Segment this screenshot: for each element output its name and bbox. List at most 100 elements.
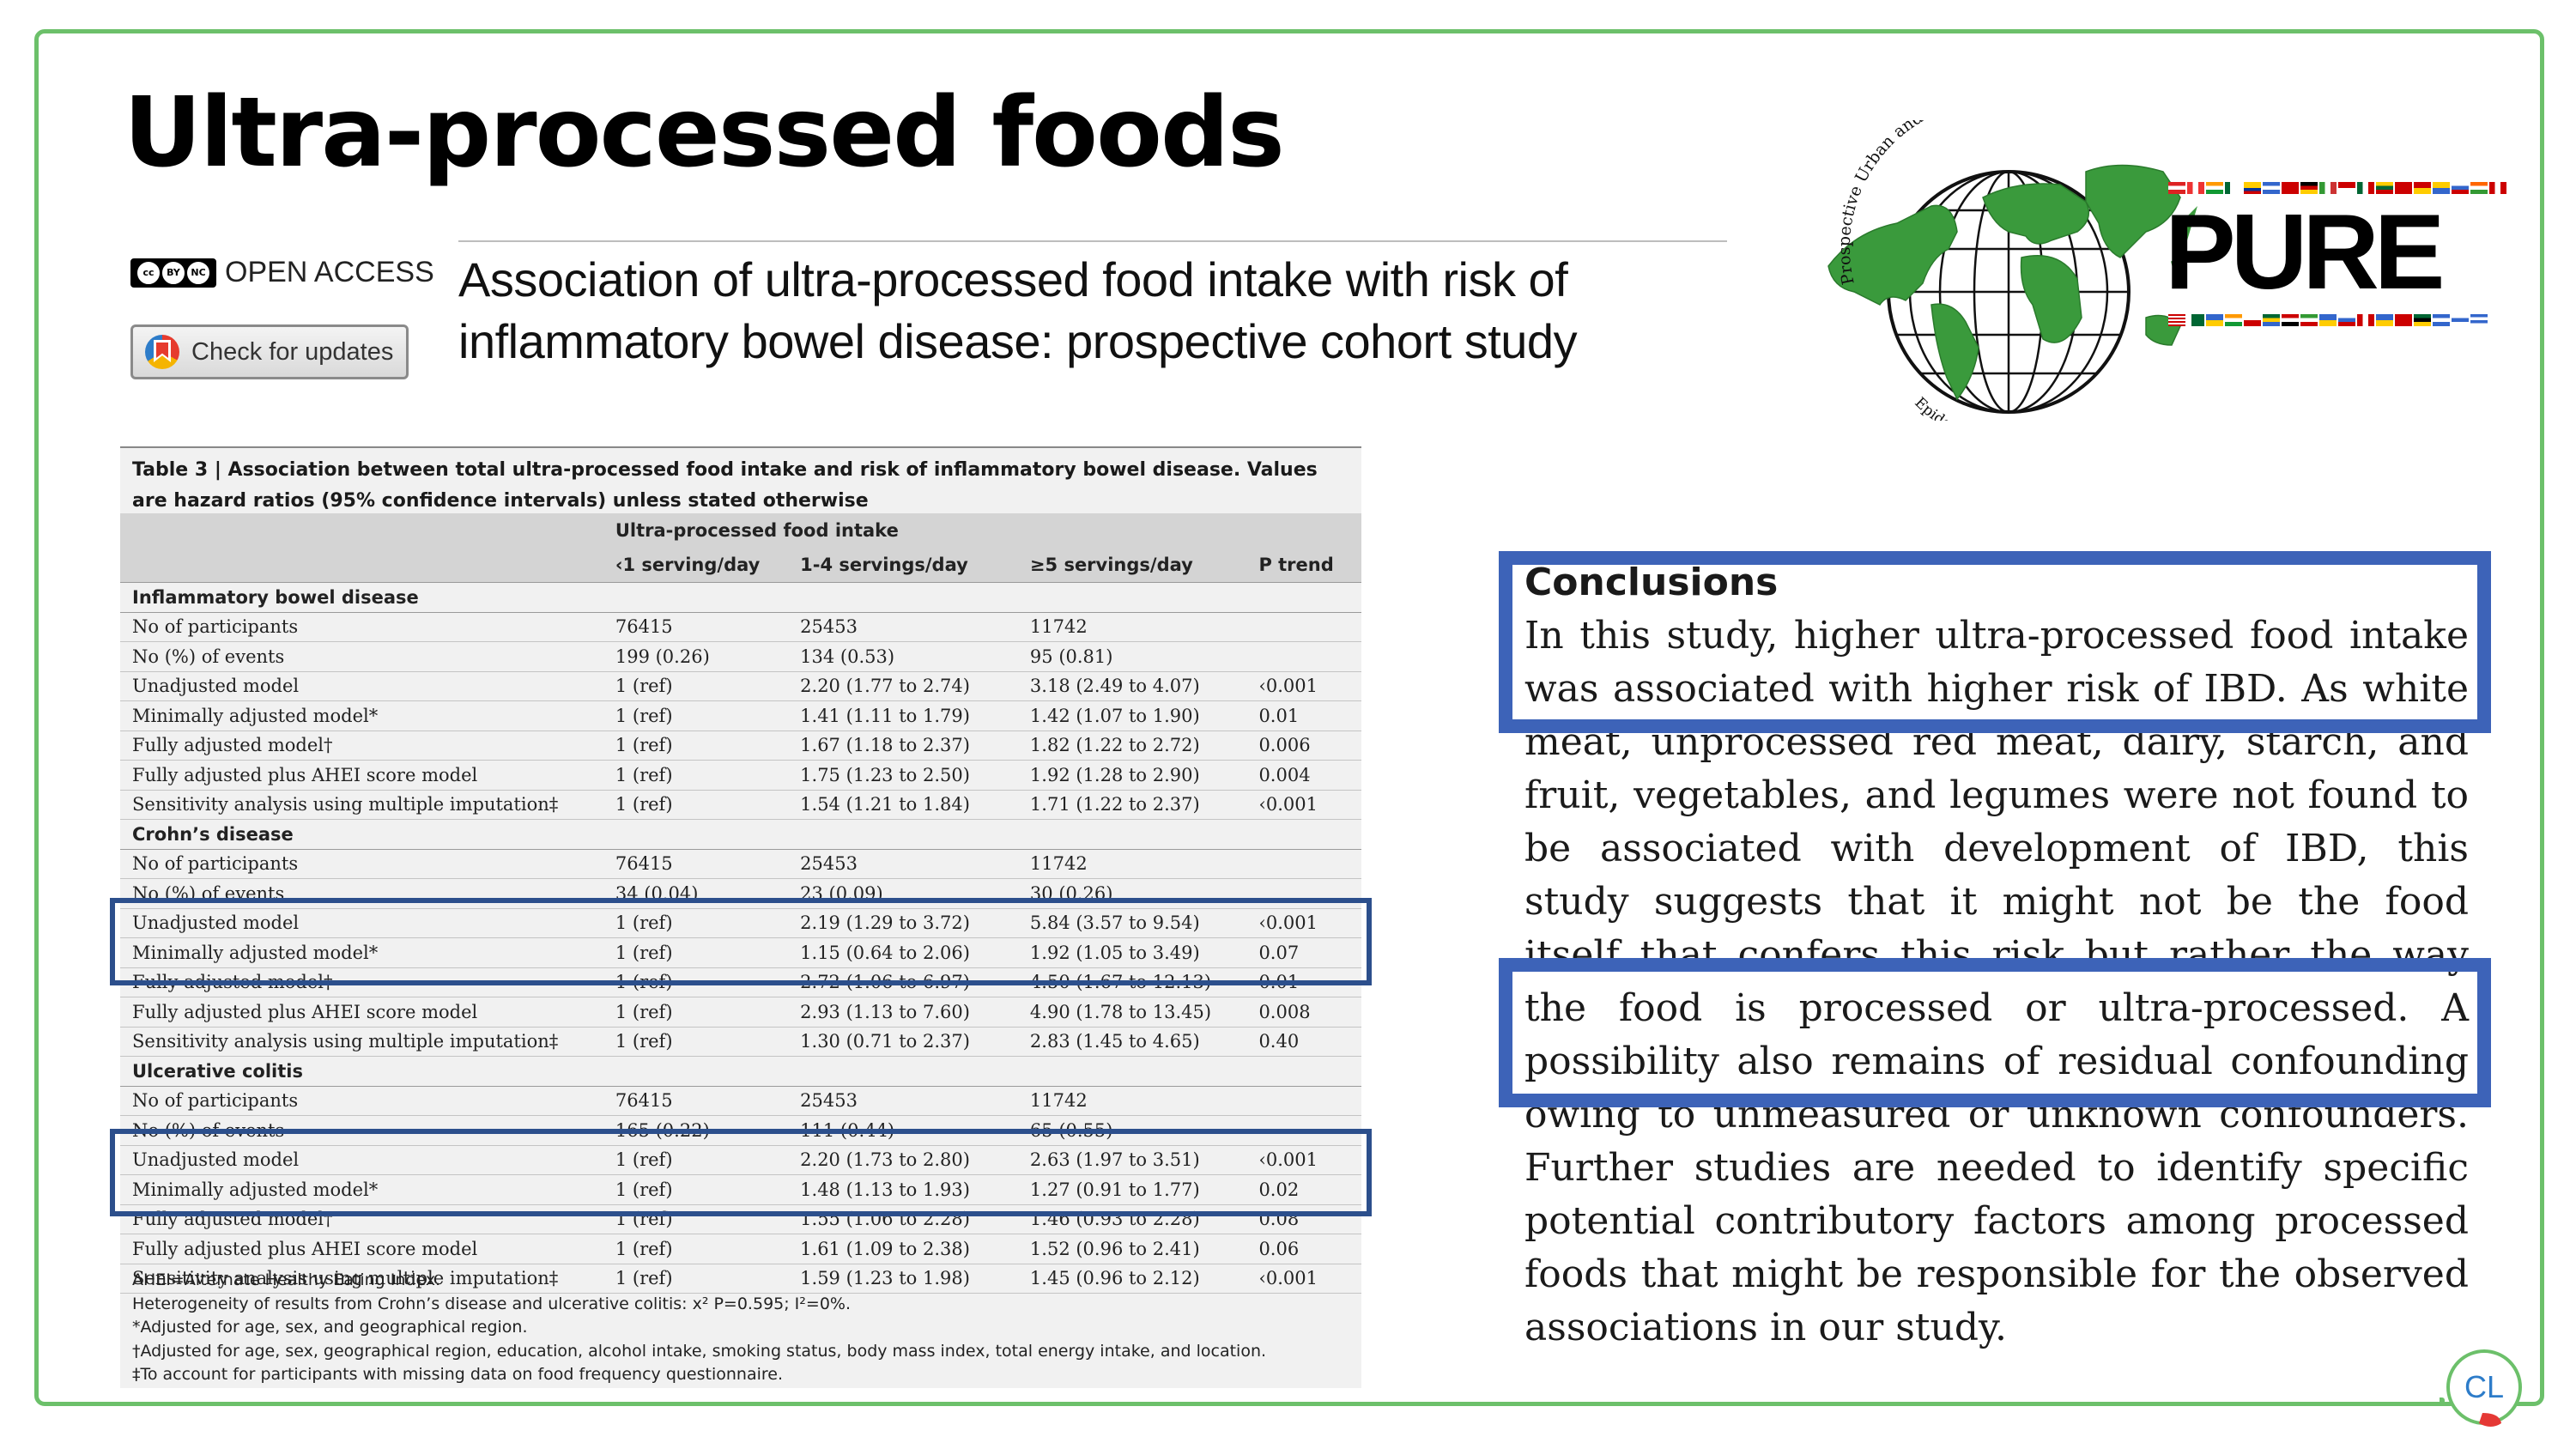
table-group-header-row: Ultra-processed food intake (120, 513, 1361, 548)
table-cell (1246, 1086, 1361, 1116)
table-cell: 25453 (788, 1086, 1018, 1116)
open-access-badge: cc BY NC OPEN ACCESS (130, 256, 434, 289)
table-row: No of participants 76415 25453 11742 (120, 1086, 1361, 1116)
table-cell: 2.20 (1.77 to 2.74) (788, 671, 1018, 701)
table-cell: 0.06 (1246, 1234, 1361, 1264)
table-section-row: Ulcerative colitis (120, 1056, 1361, 1087)
conclusions-heading: Conclusions (1524, 561, 1779, 604)
table-cell: Fully adjusted model† (120, 967, 603, 997)
table-footnotes: AHEI=Alternate Healthy Eating Index. Het… (132, 1269, 1351, 1387)
table-cell: 0.01 (1246, 700, 1361, 731)
table-cell: 1 (ref) (603, 671, 789, 701)
flag-row-top (2168, 182, 2506, 194)
table-cell: 1.71 (1.22 to 2.37) (1017, 790, 1247, 820)
table-cell: 65 (0.55) (1017, 1115, 1247, 1146)
crossmark-icon (145, 335, 179, 369)
table-section-title: Ulcerative colitis (120, 1056, 1361, 1087)
table-cell: 1 (ref) (603, 1027, 789, 1057)
table-cell (1246, 849, 1361, 879)
table-cell: 1 (ref) (603, 997, 789, 1028)
table-row: Fully adjusted plus AHEI score model 1 (r… (120, 1234, 1361, 1264)
table-row: Sensitivity analysis using multiple impu… (120, 790, 1361, 820)
table-footnote: †Adjusted for age, sex, geographical reg… (132, 1341, 1267, 1361)
table-footnote: *Adjusted for age, sex, and geographical… (132, 1318, 528, 1337)
column-header: ‹1 serving/day (603, 548, 789, 583)
column-header: P trend (1246, 548, 1361, 583)
table-row: No (%) of events 34 (0.04) 23 (0.09) 30 (0.… (120, 878, 1361, 909)
table-cell: 0.08 (1246, 1204, 1361, 1234)
table-row: Fully adjusted plus AHEI score model 1 (r… (120, 760, 1361, 791)
table-cell: 23 (0.09) (788, 878, 1018, 909)
article-title-line-2: inflammatory bowel disease: prospective … (458, 314, 1578, 368)
check-for-updates-label: Check for updates (191, 337, 394, 366)
table-cell: 25453 (788, 849, 1018, 879)
table-cell: 11742 (1017, 612, 1247, 642)
table-footnote: ‡To account for participants with missin… (132, 1365, 783, 1384)
table-group-header: Ultra-processed food intake (603, 513, 1361, 548)
table-row: Minimally adjusted model* 1 (ref) 1.48 (1.… (120, 1174, 1361, 1205)
table-row: Fully adjusted model† 1 (ref) 1.55 (1.06 t… (120, 1204, 1361, 1234)
table-cell: Sensitivity analysis using multiple impu… (120, 790, 603, 820)
table-cell: Sensitivity analysis using multiple impu… (120, 1027, 603, 1057)
table-cell: 1.45 (0.96 to 2.12) (1017, 1264, 1247, 1294)
table-cell: 1 (ref) (603, 1145, 789, 1175)
table-footnote: AHEI=Alternate Healthy Eating Index. (132, 1270, 441, 1289)
table-section-row: Inflammatory bowel disease (120, 582, 1361, 613)
table-cell: 2.93 (1.13 to 7.60) (788, 997, 1018, 1028)
table-section-row: Crohn’s disease (120, 819, 1361, 850)
table-cell (1246, 641, 1361, 672)
table-section-title: Inflammatory bowel disease (120, 582, 1361, 613)
results-table-panel: Table 3 | Association between total ultr… (120, 446, 1361, 1388)
table-cell: 1.46 (0.93 to 2.28) (1017, 1204, 1247, 1234)
column-header: ≥5 servings/day (1017, 548, 1247, 583)
table-cell: ‹0.001 (1246, 1264, 1361, 1294)
column-header: 1-4 servings/day (788, 548, 1018, 583)
creative-commons-icon: cc BY NC (130, 258, 216, 288)
slide-frame (34, 29, 2544, 1406)
table-cell: 1 (ref) (603, 1264, 789, 1294)
results-table: Ultra-processed food intake ‹1 serving/d… (120, 513, 1361, 1294)
open-access-label: OPEN ACCESS (225, 256, 434, 288)
check-for-updates-button[interactable]: Check for updates (130, 324, 409, 379)
table-cell: 11742 (1017, 849, 1247, 879)
table-footnote: Heterogeneity of results from Crohn’s di… (132, 1294, 852, 1313)
table-cell: 2.20 (1.73 to 2.80) (788, 1145, 1018, 1175)
table-column-header-row: ‹1 serving/day 1-4 servings/day ≥5 servi… (120, 548, 1361, 583)
table-row: No of participants 76415 25453 11742 (120, 612, 1361, 642)
table-cell: 199 (0.26) (603, 641, 789, 672)
table-cell: 1.27 (0.91 to 1.77) (1017, 1174, 1247, 1205)
table-cell: 1 (ref) (603, 731, 789, 761)
table-cell: No of participants (120, 1086, 603, 1116)
table-cell: Unadjusted model (120, 1145, 603, 1175)
pure-study-logo: Prospective Urban and Rural Epidemiologi… (1827, 120, 2197, 421)
table-cell: 1.67 (1.18 to 2.37) (788, 731, 1018, 761)
table-cell: 1 (ref) (603, 760, 789, 791)
conclusions-block: Conclusions In this study, higher ultra-… (1524, 556, 2469, 1355)
table-cell: ‹0.001 (1246, 1145, 1361, 1175)
table-cell: 25453 (788, 612, 1018, 642)
table-cell: 0.01 (1246, 967, 1361, 997)
table-row: Sensitivity analysis using multiple impu… (120, 1027, 1361, 1057)
table-cell: 0.40 (1246, 1027, 1361, 1057)
table-cell: 1.75 (1.23 to 2.50) (788, 760, 1018, 791)
table-cell: 5.84 (3.57 to 9.54) (1017, 908, 1247, 938)
table-cell: Fully adjusted plus AHEI score model (120, 760, 603, 791)
table-cell: 4.90 (1.78 to 13.45) (1017, 997, 1247, 1028)
table-cell: Fully adjusted model† (120, 731, 603, 761)
table-cell: 1 (ref) (603, 937, 789, 968)
table-cell: 1.61 (1.09 to 2.38) (788, 1234, 1018, 1264)
table-cell: No of participants (120, 849, 603, 879)
table-cell: 34 (0.04) (603, 878, 789, 909)
cc-nc-icon: NC (187, 261, 209, 284)
table-cell: 1 (ref) (603, 790, 789, 820)
conclusions-highlight-box-2 (1499, 958, 2491, 1107)
table-cell: 0.02 (1246, 1174, 1361, 1205)
table-cell: No (%) of events (120, 641, 603, 672)
table-cell: Fully adjusted model† (120, 1204, 603, 1234)
table-header-blank (120, 513, 603, 548)
cl-logo-text: CL (2464, 1369, 2504, 1404)
table-row: Fully adjusted model† 1 (ref) 2.72 (1.06 t… (120, 967, 1361, 997)
table-cell: 111 (0.44) (788, 1115, 1018, 1146)
article-title: Association of ultra-processed food inta… (458, 249, 1746, 373)
table-cell: No (%) of events (120, 878, 603, 909)
